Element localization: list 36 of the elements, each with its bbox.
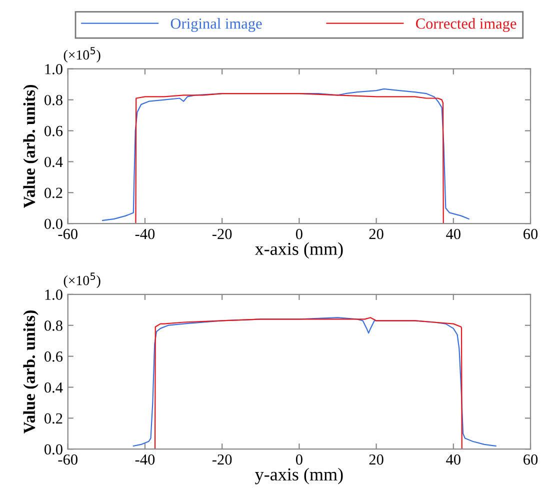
y-tick-label: 0.8 bbox=[44, 94, 62, 106]
text: (×10$^{5}$) bbox=[64, 47, 100, 62]
x-axis-title: x-axis (mm) bbox=[254, 242, 343, 259]
y-tick-label: 0.4 bbox=[44, 156, 63, 168]
y-tick-label: 0.0 bbox=[44, 218, 62, 230]
x-tick-label: -60 bbox=[58, 454, 78, 465]
x-tick-label: 20 bbox=[369, 454, 384, 465]
line-series bbox=[154, 317, 462, 450]
legend-label: Corrected image bbox=[416, 18, 516, 32]
x-tick-label: -20 bbox=[212, 228, 232, 240]
y-axis-title: Value (arb. units) bbox=[23, 310, 38, 434]
x-tick-label: -40 bbox=[135, 454, 155, 465]
x-tick-label: 20 bbox=[369, 228, 384, 240]
y-tick-label: 0.6 bbox=[44, 351, 63, 362]
x-tick-label: 40 bbox=[446, 454, 460, 465]
x-tick-label: 60 bbox=[524, 228, 538, 240]
x-tick-label: 60 bbox=[524, 454, 538, 465]
line-series bbox=[135, 93, 444, 224]
y-tick-label: 1.0 bbox=[45, 290, 62, 300]
legend-label: Original image bbox=[170, 18, 262, 32]
x-tick-label: -20 bbox=[212, 454, 232, 465]
text: (×10$^{5}$) bbox=[64, 272, 100, 288]
x-tick-label: -60 bbox=[58, 228, 78, 240]
x-tick-label: 40 bbox=[446, 228, 460, 240]
y-tick-label: 0.0 bbox=[44, 444, 62, 455]
y-tick-label: 0.2 bbox=[44, 413, 62, 424]
y-tick-label: 0.4 bbox=[44, 382, 63, 393]
x-axis-title: y-axis (mm) bbox=[255, 468, 343, 484]
y-tick-label: 0.8 bbox=[44, 320, 62, 331]
y-tick-label: 0.6 bbox=[44, 126, 63, 136]
y-axis-title: Value (arb. units) bbox=[23, 84, 38, 208]
y-tick-label: 0.2 bbox=[44, 188, 62, 198]
x-tick-label: -40 bbox=[135, 228, 155, 240]
x-tick-label: 0 bbox=[296, 228, 302, 240]
y-tick-label: 1.0 bbox=[45, 64, 62, 74]
x-tick-label: 0 bbox=[296, 454, 302, 465]
